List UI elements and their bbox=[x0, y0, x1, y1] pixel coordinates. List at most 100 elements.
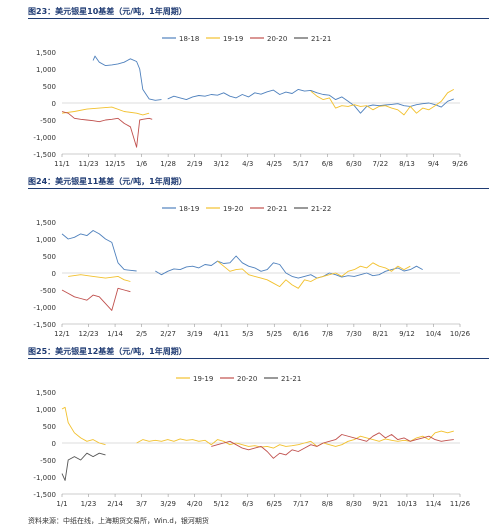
source-note: 资料来源：中纸在线，上海期货交易所，Win.d，银河期货 bbox=[28, 517, 209, 525]
legend-label: 18-18 bbox=[179, 35, 199, 43]
x-tick-label: 8/21 bbox=[373, 330, 389, 338]
legend-label: 21-22 bbox=[311, 205, 331, 213]
figure-title-1: 图23：美元银星10基差（元/吨，1年周期） bbox=[28, 7, 187, 16]
chart-block-3: 图25：美元银星12基差（元/吨，1年周期） 1,500 1,000 500 0 -50… bbox=[0, 342, 499, 512]
legend-label: 20-20 bbox=[267, 35, 287, 43]
x-tick-label: 11/1 bbox=[54, 160, 70, 168]
x-tick-label: 8/30 bbox=[346, 500, 362, 508]
x-tick-label: 7/22 bbox=[373, 160, 389, 168]
x-tick-label: 10/26 bbox=[450, 330, 471, 338]
x-tick-label: 7/8 bbox=[322, 330, 333, 338]
y-tick-label: 1,500 bbox=[36, 219, 56, 227]
legend-label: 20-20 bbox=[237, 375, 257, 383]
y-tick-label: 0 bbox=[52, 440, 56, 448]
x-tick-label: 5/25 bbox=[266, 330, 282, 338]
y-tick-label: -500 bbox=[40, 457, 56, 465]
x-tick-label: 3/29 bbox=[160, 500, 176, 508]
x-tick-label: 6/16 bbox=[293, 330, 309, 338]
x-tick-label: 3/12 bbox=[213, 160, 229, 168]
x-tick-label: 9/21 bbox=[373, 500, 389, 508]
x-tick-label: 1/14 bbox=[107, 330, 123, 338]
x-tick-label: 5/17 bbox=[293, 160, 309, 168]
y-tick-label: 500 bbox=[43, 253, 56, 261]
y-tick-label: -1,500 bbox=[33, 321, 56, 329]
series-line-20-20-b bbox=[211, 432, 454, 459]
chart-block-2: 图24：美元银星11基差（元/吨，1年周期） 1,500 1,000 500 0 -50… bbox=[0, 172, 499, 342]
x-tick-label: 5/3 bbox=[242, 330, 253, 338]
x-tick-label: 4/3 bbox=[242, 160, 253, 168]
y-tick-label: -1,000 bbox=[33, 474, 56, 482]
x-tick-label: 9/4 bbox=[428, 160, 440, 168]
x-tick-label: 9/12 bbox=[399, 330, 415, 338]
series-line-19-20-b bbox=[217, 260, 411, 289]
title-rule-3 bbox=[28, 358, 489, 359]
x-tick-label: 4/11 bbox=[213, 330, 229, 338]
x-tick-label: 3/7 bbox=[136, 500, 147, 508]
y-tick-label: 1,000 bbox=[36, 66, 56, 74]
x-tick-label: 11/4 bbox=[426, 500, 442, 508]
series-line-20-21-a bbox=[61, 287, 131, 311]
legend-label: 19-19 bbox=[223, 35, 243, 43]
x-tick-label: 1/28 bbox=[160, 160, 176, 168]
series-line-18-18-a bbox=[92, 55, 162, 101]
x-tick-label: 10/4 bbox=[426, 330, 442, 338]
x-tick-label: 7/30 bbox=[346, 330, 362, 338]
series-line-19-19-b bbox=[310, 89, 455, 116]
x-tick-label: 5/12 bbox=[213, 500, 229, 508]
x-tick-label: 1/23 bbox=[81, 500, 97, 508]
legend-label: 18-19 bbox=[179, 205, 199, 213]
x-tick-label: 3/19 bbox=[187, 330, 203, 338]
legend-label: 21-21 bbox=[281, 375, 301, 383]
x-tick-label: 6/30 bbox=[346, 160, 362, 168]
x-tick-label: 12/15 bbox=[105, 160, 125, 168]
x-tick-label: 1/6 bbox=[136, 160, 148, 168]
y-tick-label: 1,000 bbox=[36, 406, 56, 414]
legend-label: 19-20 bbox=[223, 205, 243, 213]
x-tick-label: 1/1 bbox=[56, 500, 67, 508]
series-line-18-18-b bbox=[167, 88, 454, 114]
x-tick-label: 11/23 bbox=[78, 160, 98, 168]
y-tick-label: 1,500 bbox=[36, 389, 56, 397]
x-tick-label: 2/27 bbox=[160, 330, 176, 338]
y-tick-label: -500 bbox=[40, 287, 56, 295]
y-tick-label: -500 bbox=[40, 117, 56, 125]
legend-label: 20-21 bbox=[267, 205, 287, 213]
x-tick-label: 12/1 bbox=[54, 330, 70, 338]
series-line-18-19-a bbox=[61, 230, 137, 272]
x-tick-label: 2/19 bbox=[187, 160, 203, 168]
series-line-18-19-b bbox=[155, 255, 423, 279]
x-tick-label: 4/20 bbox=[187, 500, 203, 508]
legend-label: 19-19 bbox=[193, 375, 213, 383]
x-tick-label: 4/25 bbox=[266, 160, 282, 168]
x-tick-label: 8/8 bbox=[322, 500, 333, 508]
y-tick-label: 0 bbox=[52, 270, 56, 278]
y-tick-label: 1,500 bbox=[36, 49, 56, 57]
series-line-19-20-a bbox=[68, 274, 131, 282]
x-tick-label: 8/13 bbox=[399, 160, 415, 168]
legend-label: 21-21 bbox=[311, 35, 331, 43]
y-tick-label: -1,500 bbox=[33, 151, 56, 159]
x-tick-label: 2/14 bbox=[107, 500, 123, 508]
series-line-19-19-b bbox=[136, 430, 454, 449]
x-tick-label: 11/26 bbox=[450, 500, 471, 508]
x-tick-label: 10/13 bbox=[397, 500, 417, 508]
series-line-20-20-a bbox=[61, 111, 153, 148]
y-tick-label: -1,000 bbox=[33, 304, 56, 312]
y-tick-label: 1,000 bbox=[36, 236, 56, 244]
series-line-21-21-a bbox=[61, 452, 106, 481]
x-tick-label: 6/3 bbox=[242, 500, 253, 508]
title-rule-1 bbox=[28, 18, 489, 19]
y-tick-label: -1,500 bbox=[33, 491, 56, 499]
figure-title-2: 图24：美元银星11基差（元/吨，1年周期） bbox=[28, 177, 187, 186]
series-line-19-19-a bbox=[61, 106, 150, 116]
y-tick-label: 500 bbox=[43, 423, 56, 431]
x-tick-label: 6/8 bbox=[322, 160, 333, 168]
y-tick-label: 0 bbox=[52, 100, 56, 108]
title-rule-2 bbox=[28, 188, 489, 189]
series-line-19-19-a bbox=[61, 406, 106, 446]
y-tick-label: 500 bbox=[43, 83, 56, 91]
